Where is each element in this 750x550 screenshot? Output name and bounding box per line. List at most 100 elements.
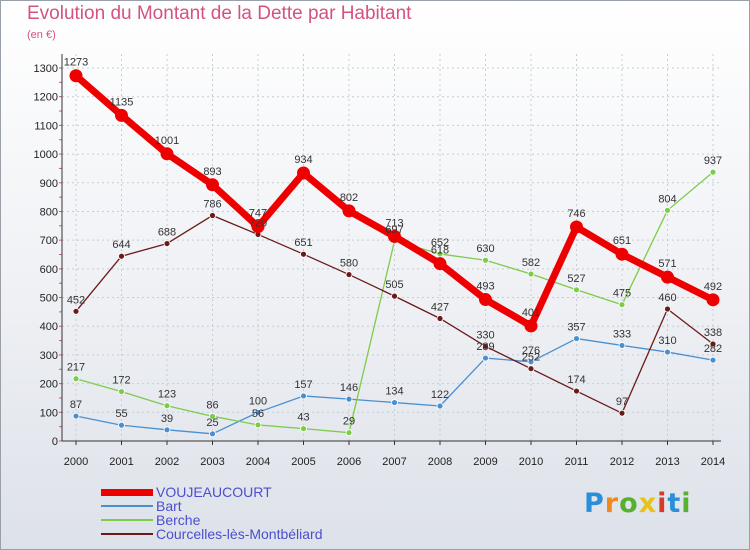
data-label: 893 — [203, 166, 221, 178]
data-point — [72, 412, 80, 420]
data-label: 713 — [385, 217, 403, 229]
x-tick-label: 2000 — [64, 456, 88, 468]
y-tick-label: 1100 — [34, 120, 58, 132]
logo-letter: i — [681, 488, 692, 519]
x-tick-label: 2014 — [701, 456, 725, 468]
data-point — [664, 305, 671, 313]
data-point — [297, 166, 310, 180]
proxiti-logo: Proxiti — [584, 488, 692, 519]
data-label: 527 — [567, 273, 585, 285]
data-point — [618, 409, 626, 417]
data-label: 746 — [567, 208, 585, 220]
axes: 0 100 200 300 400 500 600 700 800 900 1000 1100 1200… — [34, 54, 725, 468]
data-label: 252 — [522, 352, 540, 364]
legend-label: Berche — [156, 512, 201, 528]
data-point — [300, 425, 307, 433]
x-tick-label: 2013 — [655, 456, 679, 468]
data-point — [342, 204, 356, 218]
data-point — [345, 429, 353, 437]
data-label: 688 — [158, 227, 176, 239]
x-tick-label: 2012 — [610, 456, 634, 468]
data-point — [209, 412, 216, 420]
data-label: 460 — [658, 292, 676, 304]
data-point — [524, 319, 538, 333]
y-tick-label: 800 — [40, 206, 58, 218]
y-tick-label: 400 — [40, 321, 58, 333]
data-point — [209, 212, 216, 219]
data-point — [69, 69, 83, 83]
data-label: 217 — [67, 362, 85, 374]
data-point — [709, 356, 717, 364]
data-label: 134 — [385, 386, 403, 398]
data-point — [573, 335, 580, 342]
y-tick-label: 1200 — [34, 92, 58, 104]
data-point — [661, 270, 674, 284]
data-point — [482, 354, 489, 362]
data-point — [436, 402, 444, 410]
data-label: 1273 — [64, 57, 88, 69]
data-label: 333 — [613, 328, 631, 340]
y-tick-label: 0 — [52, 436, 58, 448]
data-point — [163, 240, 171, 247]
data-point — [209, 430, 216, 438]
data-point — [254, 408, 262, 416]
data-label: 146 — [340, 382, 358, 394]
x-tick-label: 2006 — [337, 456, 361, 468]
data-point — [251, 220, 265, 234]
data-label: 97 — [616, 396, 628, 408]
data-point — [618, 342, 626, 349]
data-point — [345, 271, 353, 278]
grid — [62, 54, 721, 442]
data-point — [709, 340, 717, 348]
x-tick-label: 2002 — [155, 456, 179, 468]
legend-swatch — [101, 505, 153, 507]
data-point — [163, 402, 171, 410]
data-label: 652 — [431, 237, 449, 249]
data-label: 172 — [112, 375, 130, 387]
data-label: 492 — [704, 281, 722, 293]
logo-letter: r — [604, 488, 620, 519]
data-point — [527, 358, 535, 366]
data-point — [72, 375, 80, 383]
legend-swatch — [101, 533, 153, 535]
data-point — [300, 392, 307, 400]
data-point — [709, 168, 717, 176]
data-label: 651 — [294, 237, 312, 249]
data-point — [206, 178, 219, 192]
y-tick-label: 1300 — [34, 63, 58, 75]
legend-swatch — [101, 489, 153, 496]
data-label: 804 — [658, 193, 676, 205]
data-point — [479, 293, 492, 307]
data-point — [118, 388, 125, 396]
data-label: 580 — [340, 258, 358, 270]
data-label: 571 — [658, 258, 676, 270]
logo-letter: i — [657, 488, 668, 519]
y-tick-label: 300 — [40, 350, 58, 362]
data-label: 720 — [249, 217, 267, 229]
data-label: 123 — [158, 389, 176, 401]
x-tick-label: 2001 — [109, 456, 133, 468]
data-point — [300, 250, 307, 258]
y-tick-label: 1000 — [34, 149, 58, 161]
data-label: 357 — [567, 322, 585, 334]
data-point — [615, 247, 629, 261]
data-point — [664, 206, 671, 214]
x-tick-label: 2011 — [565, 456, 589, 468]
legend-label: VOUJEAUCOURT — [156, 484, 272, 500]
y-tick-label: 600 — [40, 264, 58, 276]
data-label: 39 — [161, 413, 173, 425]
data-point — [433, 257, 447, 271]
data-label: 475 — [613, 288, 631, 300]
data-label: 55 — [115, 408, 127, 420]
data-label: 122 — [431, 389, 449, 401]
logo-letter: t — [667, 488, 682, 519]
data-label: 1135 — [110, 96, 134, 108]
data-label: 29 — [343, 416, 355, 428]
data-label: 937 — [704, 155, 722, 167]
data-label: 1001 — [155, 135, 179, 147]
data-label: 86 — [206, 399, 218, 411]
data-label: 282 — [704, 343, 722, 355]
series-layer — [69, 69, 720, 438]
data-point — [160, 147, 174, 161]
